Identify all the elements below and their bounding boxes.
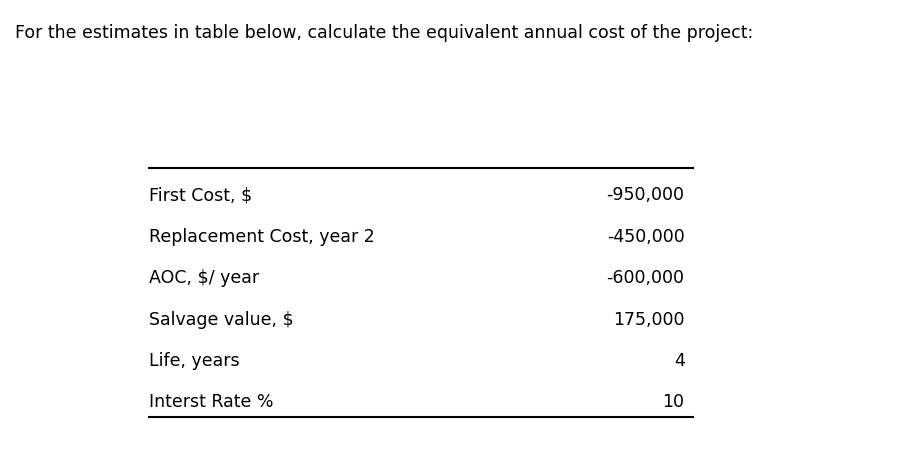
Text: 175,000: 175,000 xyxy=(613,310,685,328)
Text: -600,000: -600,000 xyxy=(607,269,685,287)
Text: AOC, $/ year: AOC, $/ year xyxy=(149,269,259,287)
Text: Salvage value, $: Salvage value, $ xyxy=(149,310,294,328)
Text: -450,000: -450,000 xyxy=(607,228,685,246)
Text: Replacement Cost, year 2: Replacement Cost, year 2 xyxy=(149,228,375,246)
Text: 4: 4 xyxy=(673,352,685,370)
Text: Life, years: Life, years xyxy=(149,352,240,370)
Text: Interst Rate %: Interst Rate % xyxy=(149,393,273,411)
Text: 10: 10 xyxy=(663,393,685,411)
Text: First Cost, $: First Cost, $ xyxy=(149,186,253,204)
Text: For the estimates in table below, calculate the equivalent annual cost of the pr: For the estimates in table below, calcul… xyxy=(15,24,753,42)
Text: -950,000: -950,000 xyxy=(607,186,685,204)
